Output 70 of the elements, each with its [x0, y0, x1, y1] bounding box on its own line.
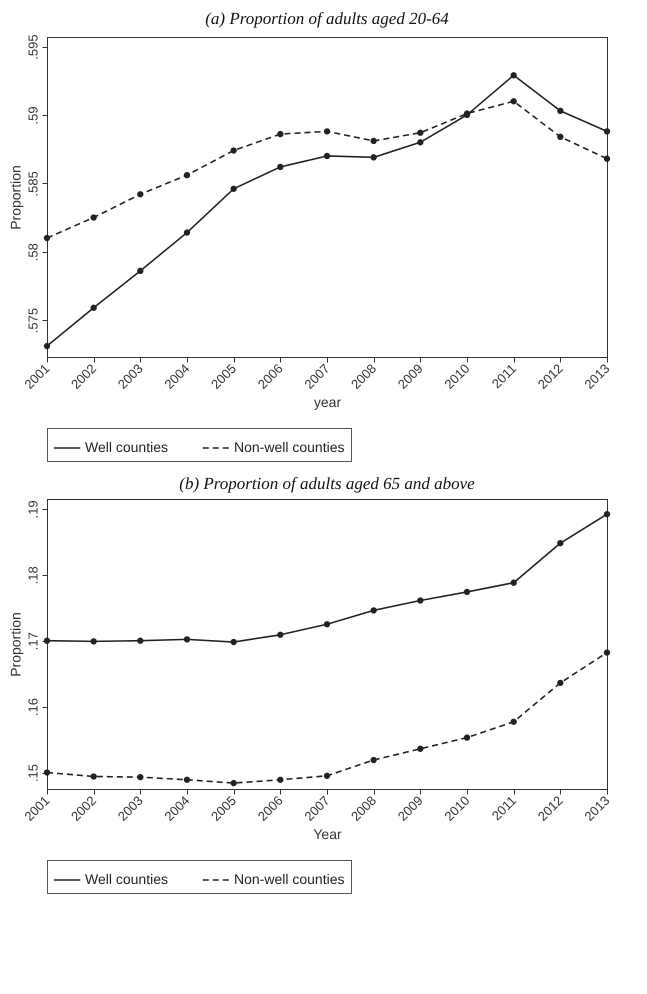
y-tick-label: .19: [26, 500, 40, 518]
point: [557, 540, 564, 546]
point: [184, 229, 190, 236]
point: [417, 746, 424, 752]
point: [230, 186, 237, 192]
point: [277, 632, 284, 638]
point: [510, 98, 517, 104]
point: [44, 638, 50, 644]
y-tick-label: .16: [26, 698, 40, 716]
point: [464, 734, 470, 741]
point: [44, 342, 50, 350]
legend-label: Well counties: [85, 439, 168, 455]
point: [137, 191, 144, 198]
point: [137, 268, 144, 274]
y-tick-label: .59: [26, 106, 40, 124]
y-axis-title: Proportion: [8, 165, 24, 230]
point: [184, 636, 190, 643]
legend-label: Non-well counties: [234, 439, 344, 455]
x-axis-title: Year: [313, 826, 342, 842]
y-axis-title: Proportion: [8, 612, 24, 677]
y-tick-label: .595: [26, 34, 40, 60]
point: [324, 621, 330, 628]
point: [277, 776, 284, 783]
point: [90, 638, 97, 645]
point: [184, 776, 190, 783]
point: [464, 588, 470, 596]
point: [137, 638, 144, 644]
point: [277, 130, 284, 138]
point: [604, 156, 610, 162]
point: [44, 234, 50, 242]
point: [277, 164, 284, 170]
point: [90, 214, 97, 221]
point: [604, 511, 610, 518]
y-tick-label: .585: [26, 171, 40, 196]
chart-title: (b) Proportion of adults aged 65 and above: [179, 474, 476, 493]
point: [137, 774, 144, 780]
point: [370, 756, 377, 764]
point: [604, 649, 610, 656]
point: [417, 139, 424, 146]
point: [230, 147, 237, 154]
point: [44, 769, 50, 776]
y-tick-label: .575: [26, 308, 40, 334]
legend-label: Well counties: [85, 871, 168, 887]
point: [90, 304, 97, 311]
point: [324, 152, 330, 160]
point: [230, 780, 237, 786]
point: [370, 138, 377, 144]
y-tick-label: .18: [26, 566, 40, 584]
point: [324, 128, 330, 135]
point: [370, 154, 377, 160]
point: [510, 72, 517, 78]
point: [417, 597, 424, 604]
point: [90, 773, 97, 780]
point: [557, 134, 564, 140]
point: [557, 108, 564, 114]
point: [370, 607, 377, 614]
legend-label: Non-well counties: [234, 871, 344, 887]
x-axis-title: year: [314, 394, 342, 410]
point: [324, 772, 330, 779]
y-tick-label: .17: [26, 632, 40, 650]
point: [184, 172, 190, 178]
y-tick-label: .15: [26, 764, 40, 782]
y-tick-label: .58: [26, 243, 40, 262]
point: [557, 680, 564, 686]
point: [417, 130, 424, 136]
point: [604, 128, 610, 135]
point: [510, 718, 517, 725]
point: [510, 580, 517, 586]
chart-title: (a) Proportion of adults aged 20-64: [205, 8, 450, 28]
point: [230, 638, 237, 646]
